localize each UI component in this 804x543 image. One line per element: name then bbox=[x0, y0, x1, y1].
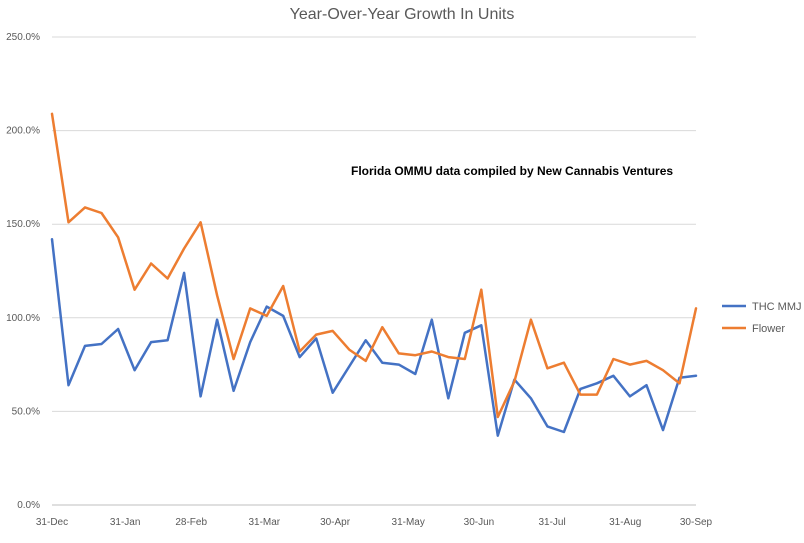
legend-label: THC MMJ bbox=[752, 301, 802, 313]
series-lines bbox=[50, 112, 698, 437]
y-tick-label: 250.0% bbox=[6, 32, 40, 43]
x-tick-label: 31-Jan bbox=[110, 517, 141, 528]
y-tick-label: 150.0% bbox=[6, 219, 40, 230]
x-tick-label: 31-Mar bbox=[248, 517, 280, 528]
y-tick-label: 50.0% bbox=[12, 406, 40, 417]
x-tick-label: 30-Sep bbox=[680, 517, 713, 528]
y-axis-ticks: 0.0% 50.0% 100.0% 150.0% 200.0% 250.0% bbox=[6, 32, 40, 511]
gridlines bbox=[52, 36, 696, 506]
series-line-thc-mmj bbox=[50, 237, 698, 437]
legend-label: Flower bbox=[752, 323, 785, 335]
legend: THC MMJ Flower bbox=[722, 301, 802, 335]
x-tick-label: 31-Jul bbox=[538, 517, 565, 528]
series-line-flower bbox=[50, 112, 698, 419]
x-tick-label: 31-May bbox=[392, 517, 425, 528]
x-tick-label: 31-Aug bbox=[609, 517, 641, 528]
chart-annotation: Florida OMMU data compiled by New Cannab… bbox=[351, 164, 673, 178]
x-axis-ticks: 31-Dec 31-Jan 28-Feb 31-Mar 30-Apr 31-May 30-J… bbox=[36, 517, 713, 528]
y-tick-label: 100.0% bbox=[6, 313, 40, 324]
x-tick-label: 31-Dec bbox=[36, 517, 68, 528]
x-tick-label: 28-Feb bbox=[175, 517, 207, 528]
y-tick-label: 200.0% bbox=[6, 126, 40, 137]
y-tick-label: 0.0% bbox=[17, 500, 40, 511]
chart-title: Year-Over-Year Growth In Units bbox=[290, 6, 515, 23]
x-tick-label: 30-Jun bbox=[464, 517, 495, 528]
x-tick-label: 30-Apr bbox=[320, 517, 351, 528]
